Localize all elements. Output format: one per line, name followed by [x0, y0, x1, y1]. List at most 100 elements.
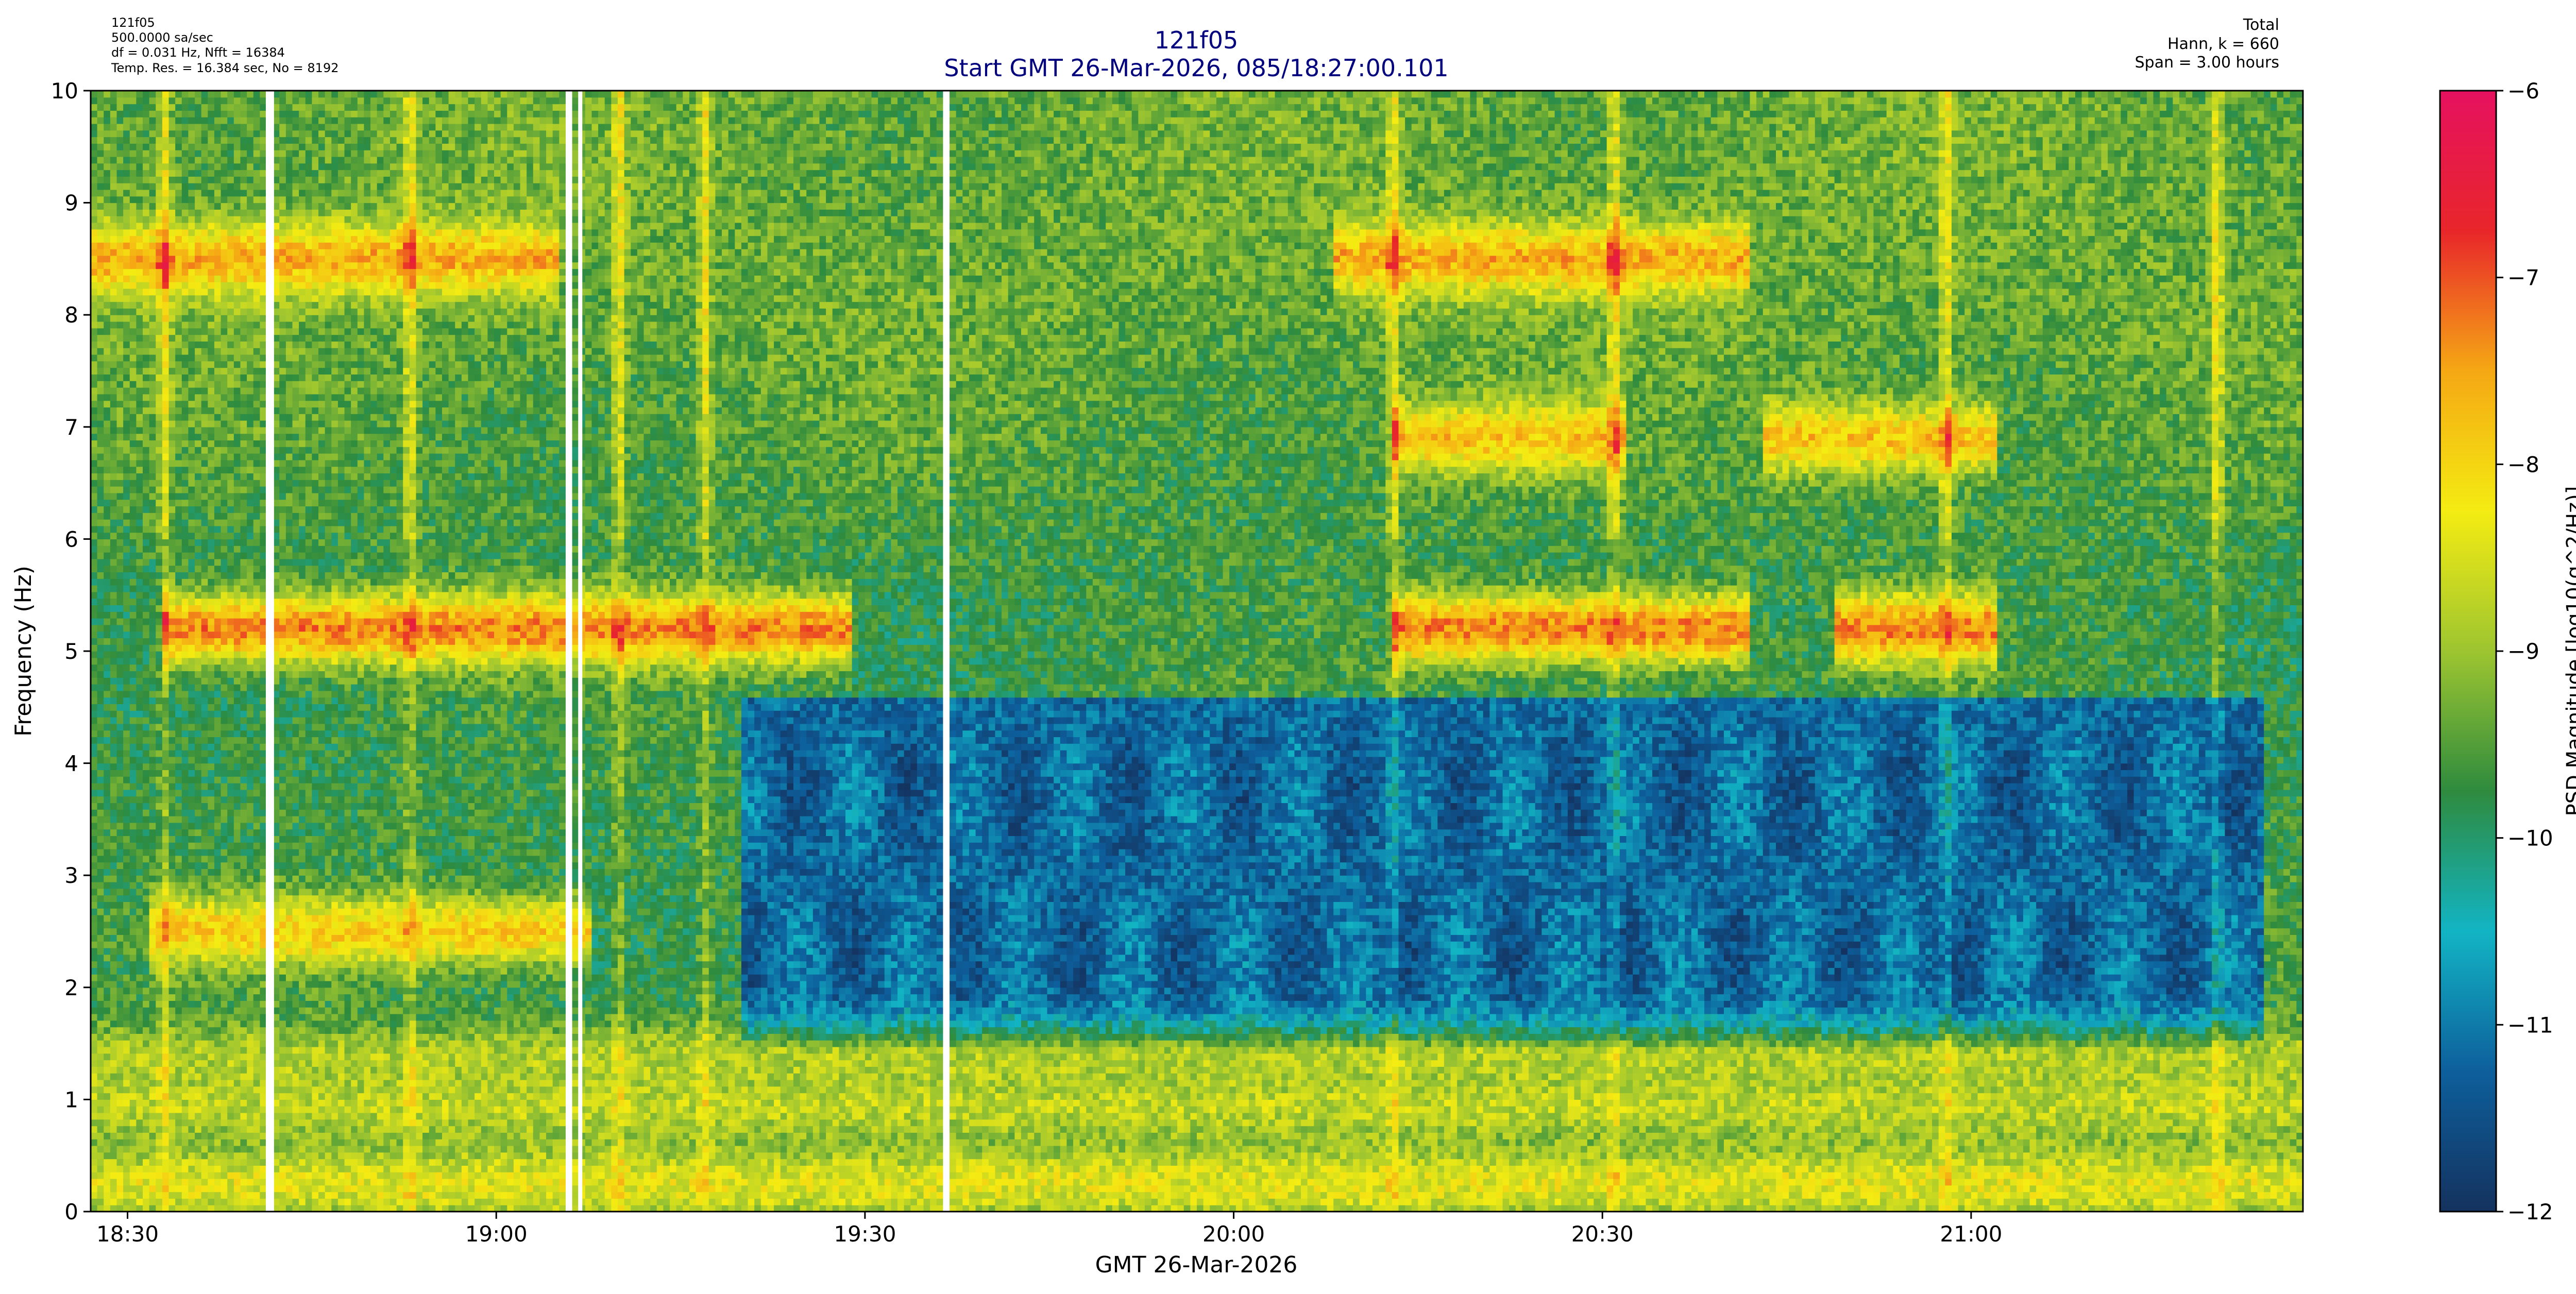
heatmap-cell — [201, 757, 208, 763]
heatmap-cell — [188, 401, 195, 407]
heatmap-cell — [136, 1185, 143, 1192]
heatmap-cell — [253, 381, 260, 387]
heatmap-cell — [169, 1047, 176, 1053]
heatmap-cell — [130, 750, 137, 757]
heatmap-cell — [214, 1040, 221, 1047]
heatmap-cell — [195, 730, 201, 737]
heatmap-cell — [169, 223, 176, 229]
heatmap-cell — [104, 447, 110, 453]
heatmap-cell — [143, 974, 149, 981]
heatmap-cell — [169, 150, 176, 157]
heatmap-cell — [208, 856, 214, 862]
heatmap-cell — [143, 882, 149, 889]
heatmap-cell — [253, 1073, 260, 1080]
heatmap-cell — [156, 506, 162, 513]
heatmap-cell — [253, 611, 260, 618]
heatmap-cell — [136, 974, 143, 981]
heatmap-cell — [110, 632, 117, 638]
heatmap-cell — [195, 691, 201, 697]
heatmap-cell — [182, 176, 189, 183]
heatmap-cell — [227, 361, 234, 368]
heatmap-cell — [253, 1119, 260, 1126]
heatmap-cell — [149, 1080, 156, 1086]
heatmap-cell — [110, 104, 117, 111]
heatmap-cell — [188, 1159, 195, 1166]
heatmap-cell — [156, 1159, 162, 1166]
heatmap-cell — [91, 91, 97, 97]
heatmap-cell — [260, 374, 266, 381]
heatmap-cell — [156, 1185, 162, 1192]
heatmap-cell — [240, 1080, 247, 1086]
heatmap-cell — [162, 922, 169, 928]
heatmap-cell — [143, 242, 149, 249]
heatmap-cell — [214, 137, 221, 144]
heatmap-cell — [91, 829, 97, 836]
heatmap-cell — [253, 671, 260, 677]
heatmap-cell — [247, 1126, 253, 1133]
heatmap-cell — [234, 453, 241, 460]
heatmap-cell — [130, 895, 137, 902]
heatmap-cell — [91, 486, 97, 493]
heatmap-cell — [143, 803, 149, 809]
heatmap-cell — [240, 440, 247, 447]
heatmap-cell — [156, 1179, 162, 1185]
heatmap-cell — [240, 526, 247, 533]
heatmap-cell — [91, 578, 97, 585]
heatmap-cell — [123, 941, 130, 948]
heatmap-cell — [156, 849, 162, 856]
heatmap-cell — [104, 315, 110, 321]
heatmap-cell — [214, 242, 221, 249]
heatmap-cell — [149, 176, 156, 183]
heatmap-cell — [253, 434, 260, 440]
heatmap-cell — [104, 1132, 110, 1139]
heatmap-cell — [117, 209, 124, 216]
heatmap-cell — [123, 566, 130, 572]
heatmap-cell — [91, 381, 97, 387]
heatmap-cell — [91, 948, 97, 955]
heatmap-cell — [175, 790, 182, 796]
heatmap-cell — [188, 823, 195, 829]
heatmap-cell — [136, 381, 143, 387]
heatmap-cell — [156, 1053, 162, 1060]
heatmap-cell — [136, 486, 143, 493]
heatmap-cell — [253, 625, 260, 632]
heatmap-cell — [195, 1086, 201, 1093]
heatmap-cell — [149, 440, 156, 447]
heatmap-cell — [175, 572, 182, 578]
info-right-line: Span = 3.00 hours — [2135, 54, 2279, 72]
heatmap-cell — [117, 163, 124, 170]
heatmap-cell — [195, 302, 201, 309]
heatmap-cell — [97, 803, 104, 809]
heatmap-cell — [227, 176, 234, 183]
heatmap-cell — [136, 282, 143, 288]
heatmap-cell — [182, 183, 189, 190]
heatmap-cell — [104, 335, 110, 342]
heatmap-cell — [169, 539, 176, 546]
heatmap-cell — [253, 183, 260, 190]
heatmap-cell — [97, 427, 104, 434]
heatmap-cell — [188, 651, 195, 658]
heatmap-cell — [253, 513, 260, 519]
heatmap-cell — [117, 605, 124, 611]
heatmap-cell — [117, 901, 124, 908]
heatmap-cell — [260, 368, 266, 374]
heatmap-cell — [123, 856, 130, 862]
heatmap-cell — [117, 809, 124, 816]
heatmap-cell — [253, 592, 260, 599]
heatmap-cell — [234, 104, 241, 111]
heatmap-cell — [234, 315, 241, 321]
heatmap-cell — [201, 242, 208, 249]
heatmap-cell — [110, 526, 117, 533]
heatmap-cell — [136, 823, 143, 829]
heatmap-cell — [234, 414, 241, 420]
heatmap-cell — [214, 1073, 221, 1080]
heatmap-cell — [227, 796, 234, 803]
heatmap-cell — [195, 500, 201, 506]
heatmap-cell — [247, 592, 253, 599]
heatmap-cell — [279, 1139, 286, 1146]
heatmap-cell — [123, 130, 130, 137]
heatmap-cell — [247, 776, 253, 783]
heatmap-cell — [253, 704, 260, 710]
heatmap-cell — [156, 816, 162, 823]
heatmap-cell — [195, 974, 201, 981]
